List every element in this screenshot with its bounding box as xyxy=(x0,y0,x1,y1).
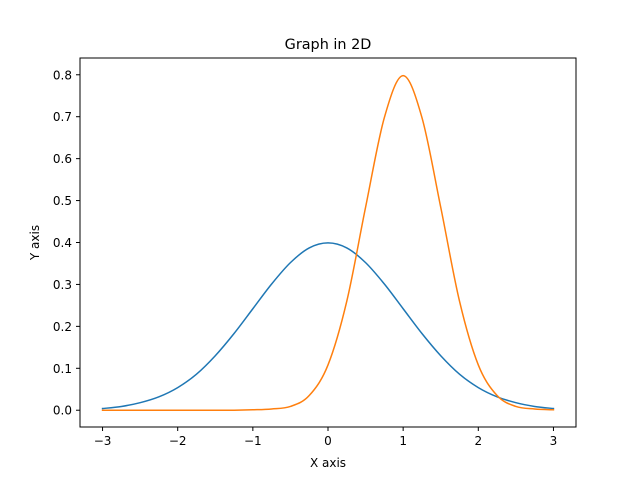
y-axis-ticks: 0.0 0.1 0.2 0.3 0.4 0.5 0.6 0.7 0.8 xyxy=(53,68,80,418)
x-tick-label: 1 xyxy=(399,434,407,448)
y-tick-label: 0.8 xyxy=(53,68,72,82)
x-axis-ticks: −3 −2 −1 0 1 2 3 xyxy=(94,427,558,448)
y-tick-label: 0.2 xyxy=(53,320,72,334)
x-tick-label: −2 xyxy=(169,434,187,448)
plot-lines xyxy=(101,74,555,412)
y-tick-label: 0.7 xyxy=(53,110,72,124)
y-tick-label: 0.6 xyxy=(53,152,72,166)
y-tick-label: 0.5 xyxy=(53,194,72,208)
x-tick-label: −3 xyxy=(94,434,112,448)
y-axis-label: Y axis xyxy=(28,225,42,261)
x-tick-label: −1 xyxy=(244,434,262,448)
y-tick-label: 0.0 xyxy=(53,404,72,418)
x-tick-label: 0 xyxy=(324,434,332,448)
chart-title: Graph in 2D xyxy=(285,37,372,53)
y-tick-label: 0.3 xyxy=(53,278,72,292)
y-tick-label: 0.1 xyxy=(53,362,72,376)
y-tick-label: 0.4 xyxy=(53,236,72,250)
x-tick-label: 3 xyxy=(550,434,558,448)
series-line-2 xyxy=(101,74,555,412)
series-line-1 xyxy=(101,242,555,410)
x-axis-label: X axis xyxy=(310,456,346,470)
x-tick-label: 2 xyxy=(474,434,482,448)
